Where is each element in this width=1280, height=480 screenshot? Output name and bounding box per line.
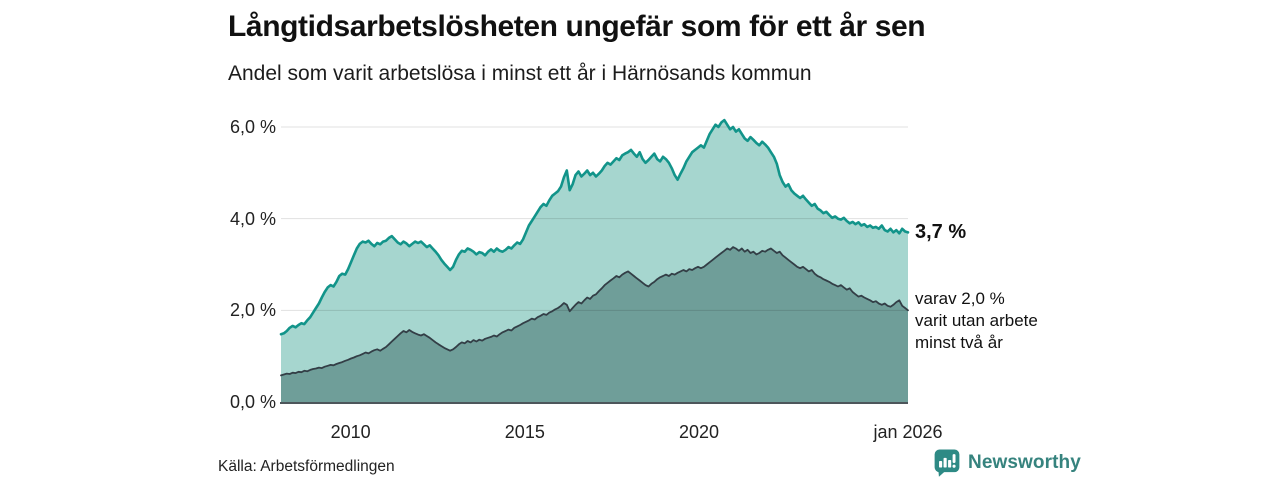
annotation-subset: varav 2,0 % varit utan arbete minst två … [915,289,1038,352]
brand-name: Newsworthy [968,452,1081,473]
x-tick-label: jan 2026 [873,422,943,442]
annotation-latest-total: 3,7 % [915,221,967,243]
x-tick-label: 2020 [678,422,720,442]
page-title: Långtidsarbetslösheten ungefär som för e… [228,10,926,43]
bar-chart-speech-bubble-icon [934,449,960,477]
y-tick-label: 4,0 % [229,208,276,229]
line-total-unemployed-1yr [279,118,910,336]
line-unemployed-2yr [280,246,909,377]
x-tick-label: 2010 [330,422,371,442]
newsworthy-logo: Newsworthy [934,448,1081,478]
y-tick-label: 0,0 % [229,392,276,412]
source-credit: Källa: Arbetsförmedlingen [218,458,395,475]
y-tick-label: 2,0 % [229,300,276,321]
y-tick-label: 6,0 % [229,117,276,137]
area-unemployed-2yr [281,247,908,402]
chart-subtitle: Andel som varit arbetslösa i minst ett å… [228,62,812,85]
x-tick-label: 2015 [504,422,545,442]
